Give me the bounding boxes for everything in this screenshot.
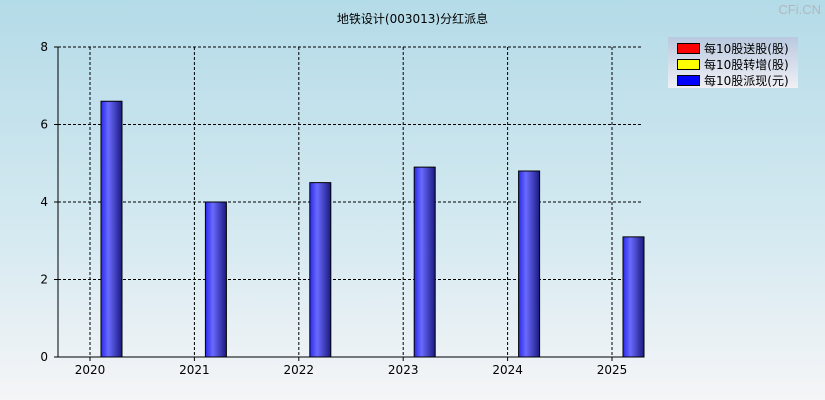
y-tick-label: 8 (40, 40, 48, 54)
chart-title: 地铁设计(003013)分红派息 (336, 12, 489, 26)
x-tick-label: 2024 (492, 363, 523, 377)
legend-swatch (677, 59, 700, 70)
bar-cash-dividend (309, 182, 332, 358)
x-tick-label: 2025 (597, 363, 628, 377)
y-tick-label: 4 (40, 195, 48, 209)
x-tick-label: 2022 (284, 363, 315, 377)
legend-swatch (677, 75, 700, 86)
legend: 每10股送股(股) 每10股转增(股) 每10股派现(元) (668, 37, 798, 88)
legend-label: 每10股转增(股) (704, 58, 789, 72)
y-tick-label: 0 (40, 350, 48, 364)
legend-item-transfer-shares: 每10股转增(股) (677, 57, 798, 72)
x-tick-label: 2020 (75, 363, 106, 377)
legend-item-cash-dividend: 每10股派现(元) (677, 73, 798, 88)
bar-cash-dividend (413, 166, 436, 358)
bar-cash-dividend (100, 100, 123, 358)
legend-swatch (677, 43, 700, 54)
legend-label: 每10股派现(元) (704, 74, 789, 88)
x-tick-label: 2021 (179, 363, 210, 377)
y-tick-label: 6 (40, 118, 48, 132)
bar-cash-dividend (518, 170, 541, 358)
legend-label: 每10股送股(股) (704, 42, 789, 56)
y-tick-label: 2 (40, 273, 48, 287)
bar-cash-dividend (204, 201, 227, 358)
x-tick-label: 2023 (388, 363, 419, 377)
watermark: CFi.CN (778, 2, 821, 17)
legend-item-bonus-shares: 每10股送股(股) (677, 41, 798, 56)
bar-cash-dividend (622, 236, 645, 358)
